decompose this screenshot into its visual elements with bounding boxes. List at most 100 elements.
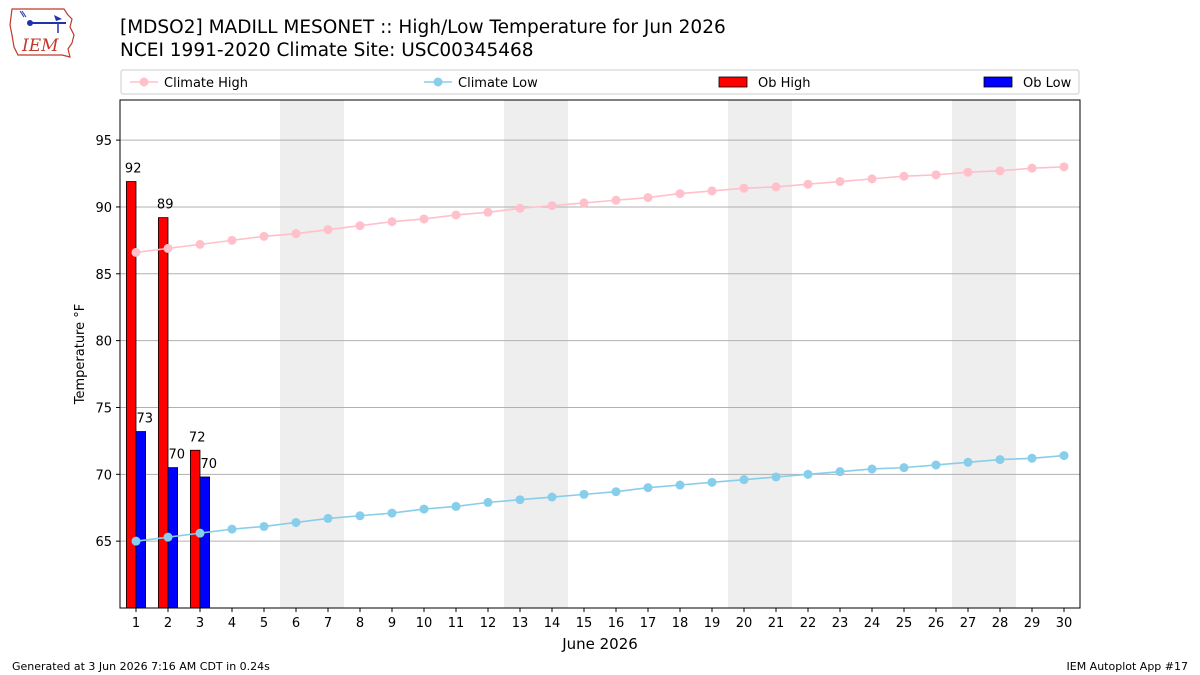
- x-tick-label: 12: [480, 616, 497, 631]
- climate-high-point: [419, 214, 429, 224]
- climate-low-point: [259, 521, 269, 531]
- weekend-band: [504, 100, 568, 608]
- climate-low-point: [899, 463, 909, 473]
- legend-ob-low-swatch: [983, 76, 1013, 88]
- climate-low-point: [355, 511, 365, 521]
- x-tick-label: 1: [132, 616, 140, 631]
- climate-low-point: [131, 536, 141, 546]
- climate-high-point: [739, 183, 749, 193]
- x-tick-label: 21: [768, 616, 785, 631]
- climate-low-point: [547, 492, 557, 502]
- x-tick-label: 24: [864, 616, 881, 631]
- legend-box: [120, 69, 1080, 95]
- x-tick-label: 20: [736, 616, 753, 631]
- climate-low-point: [739, 475, 749, 485]
- legend-climate-high-marker: [139, 77, 149, 87]
- x-tick-label: 16: [608, 616, 625, 631]
- climate-low-line: [135, 454, 1065, 542]
- climate-low-point: [643, 483, 653, 493]
- y-tick-label: 85: [95, 268, 112, 283]
- x-tick-label: 14: [544, 616, 561, 631]
- weekend-band: [280, 100, 344, 608]
- climate-low-point: [803, 469, 813, 479]
- climate-high-point: [931, 170, 941, 180]
- climate-high-point: [995, 166, 1005, 176]
- climate-low-point: [867, 464, 877, 474]
- x-tick-label: 29: [1024, 616, 1041, 631]
- generated-footer: Generated at 3 Jun 2026 7:16 AM CDT in 0…: [12, 660, 270, 673]
- y-tick-label: 80: [95, 335, 112, 350]
- x-tick-label: 18: [672, 616, 689, 631]
- climate-high-point: [899, 171, 909, 181]
- x-tick-label: 27: [960, 616, 977, 631]
- x-tick-label: 19: [704, 616, 721, 631]
- climate-high-point: [547, 201, 557, 211]
- climate-low-point: [835, 467, 845, 477]
- climate-low-point: [771, 472, 781, 482]
- legend-climate-high-label: Climate High: [164, 76, 248, 91]
- climate-low-point: [579, 489, 589, 499]
- climate-high-point: [291, 229, 301, 239]
- iem-logo: IEM: [9, 8, 75, 58]
- climate-high-point: [1059, 162, 1069, 172]
- x-tick-label: 17: [640, 616, 657, 631]
- climate-high-point: [163, 243, 173, 253]
- ob-high-label: 92: [125, 162, 142, 177]
- y-tick-label: 95: [95, 134, 112, 149]
- x-tick-label: 15: [576, 616, 593, 631]
- climate-low-point: [483, 497, 493, 507]
- x-tick-label: 10: [416, 616, 433, 631]
- climate-high-point: [323, 225, 333, 235]
- y-tick-label: 65: [95, 535, 112, 550]
- climate-high-point: [771, 182, 781, 192]
- ob-high-bar: [157, 217, 169, 609]
- climate-high-point: [355, 221, 365, 231]
- legend-ob-low-label: Ob Low: [1023, 76, 1072, 91]
- ob-high-label: 89: [157, 198, 174, 213]
- climate-high-point: [483, 207, 493, 217]
- weekend-band: [728, 100, 792, 608]
- x-tick-label: 30: [1056, 616, 1073, 631]
- climate-high-point: [835, 177, 845, 187]
- climate-high-point: [131, 247, 141, 257]
- x-tick-label: 2: [164, 616, 172, 631]
- climate-low-point: [1027, 453, 1037, 463]
- x-tick-label: 26: [928, 616, 945, 631]
- climate-high-point: [1027, 163, 1037, 173]
- ob-high-label: 72: [189, 430, 206, 445]
- ob-low-label: 73: [137, 412, 154, 427]
- chart-title: [MDSO2] MADILL MESONET :: High/Low Tempe…: [120, 17, 726, 38]
- climate-low-point: [995, 455, 1005, 465]
- climate-high-point: [387, 217, 397, 227]
- climate-high-point: [227, 235, 237, 245]
- legend-climate-low-label: Climate Low: [458, 76, 538, 91]
- legend-ob-high-label: Ob High: [758, 76, 811, 91]
- climate-high-line: [135, 166, 1065, 254]
- x-tick-label: 9: [388, 616, 396, 631]
- x-tick-label: 28: [992, 616, 1009, 631]
- x-tick-label: 5: [260, 616, 268, 631]
- x-tick-label: 25: [896, 616, 913, 631]
- legend-climate-low-marker: [433, 77, 443, 87]
- climate-low-point: [291, 517, 301, 527]
- climate-low-point: [675, 480, 685, 490]
- x-tick-label: 8: [356, 616, 364, 631]
- climate-low-point: [931, 460, 941, 470]
- climate-low-point: [195, 528, 205, 538]
- x-tick-label: 6: [292, 616, 300, 631]
- climate-high-point: [579, 198, 589, 208]
- ob-low-bar: [199, 476, 211, 609]
- x-tick-label: 23: [832, 616, 849, 631]
- climate-high-point: [259, 231, 269, 241]
- climate-high-point: [867, 174, 877, 184]
- x-tick-label: 7: [324, 616, 332, 631]
- x-tick-label: 3: [196, 616, 204, 631]
- climate-high-point: [803, 179, 813, 189]
- climate-high-point: [963, 167, 973, 177]
- x-tick-label: 4: [228, 616, 236, 631]
- climate-high-point: [675, 189, 685, 199]
- y-tick-label: 70: [95, 468, 112, 483]
- app-footer: IEM Autoplot App #17: [1066, 660, 1189, 673]
- climate-low-point: [515, 495, 525, 505]
